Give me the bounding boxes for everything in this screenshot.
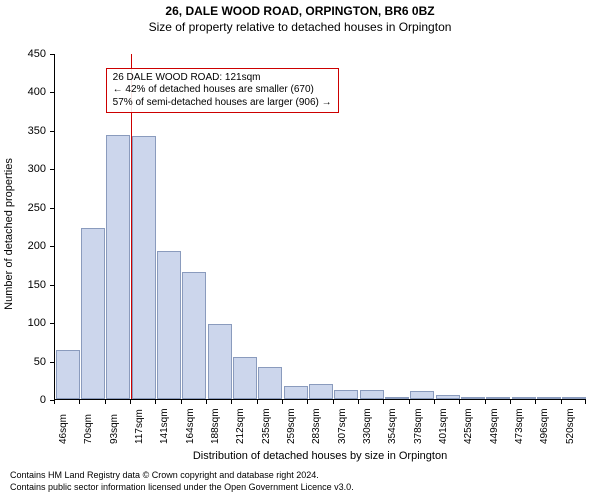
chart-container: Number of detached properties 0 50 100 150 2… bbox=[0, 34, 600, 464]
histogram-bar bbox=[562, 397, 586, 399]
x-tick-label: 449sqm bbox=[485, 404, 510, 415]
histogram-bar bbox=[106, 135, 130, 399]
y-tick-label: 200 bbox=[18, 240, 46, 252]
x-tick-label: 141sqm bbox=[155, 404, 180, 415]
x-tick-label: 307sqm bbox=[333, 404, 358, 415]
y-tick-label: 50 bbox=[18, 356, 46, 368]
x-tick-label: 496sqm bbox=[535, 404, 560, 415]
x-tick-label: 117sqm bbox=[130, 404, 155, 415]
annotation-line: 57% of semi-detached houses are larger (… bbox=[113, 97, 332, 110]
x-tick-mark bbox=[585, 400, 586, 404]
histogram-bar bbox=[56, 350, 80, 399]
y-tick-label: 100 bbox=[18, 317, 46, 329]
x-tick-label: 520sqm bbox=[561, 404, 586, 415]
histogram-bar bbox=[512, 397, 536, 399]
histogram-bar bbox=[537, 397, 561, 399]
footer-line-1: Contains HM Land Registry data © Crown c… bbox=[10, 470, 590, 482]
title-line-2: Size of property relative to detached ho… bbox=[0, 20, 600, 34]
y-tick-label: 400 bbox=[18, 86, 46, 98]
x-tick-label: 70sqm bbox=[79, 404, 104, 415]
histogram-bar bbox=[486, 397, 510, 399]
x-axis-label: Distribution of detached houses by size … bbox=[54, 450, 586, 462]
x-tick-label: 401sqm bbox=[434, 404, 459, 415]
y-tick-label: 300 bbox=[18, 163, 46, 175]
y-tick-label: 350 bbox=[18, 125, 46, 137]
histogram-bar bbox=[360, 390, 384, 399]
histogram-bar bbox=[436, 395, 460, 399]
title-line-1: 26, DALE WOOD ROAD, ORPINGTON, BR6 0BZ bbox=[0, 4, 600, 18]
footer-line-2: Contains public sector information licen… bbox=[10, 482, 590, 494]
histogram-bar bbox=[309, 384, 333, 399]
histogram-bar bbox=[410, 391, 434, 399]
x-tick-label: 212sqm bbox=[231, 404, 256, 415]
x-tick-label: 378sqm bbox=[409, 404, 434, 415]
x-tick-label: 164sqm bbox=[181, 404, 206, 415]
histogram-bar bbox=[233, 357, 257, 399]
x-tick-label: 425sqm bbox=[459, 404, 484, 415]
histogram-bar bbox=[81, 228, 105, 399]
histogram-bar bbox=[182, 272, 206, 399]
histogram-bar bbox=[132, 136, 156, 399]
x-tick-label: 93sqm bbox=[105, 404, 130, 415]
annotation-line: ← 42% of detached houses are smaller (67… bbox=[113, 84, 332, 97]
y-tick-label: 450 bbox=[18, 48, 46, 60]
x-tick-label: 330sqm bbox=[358, 404, 383, 415]
x-tick-label: 354sqm bbox=[383, 404, 408, 415]
histogram-bar bbox=[284, 386, 308, 399]
histogram-bar bbox=[334, 390, 358, 399]
y-tick-label: 0 bbox=[18, 394, 46, 406]
x-tick-label: 283sqm bbox=[307, 404, 332, 415]
x-tick-label: 235sqm bbox=[257, 404, 282, 415]
y-tick-label: 250 bbox=[18, 202, 46, 214]
x-tick-label: 259sqm bbox=[282, 404, 307, 415]
annotation-box: 26 DALE WOOD ROAD: 121sqm← 42% of detach… bbox=[106, 68, 339, 114]
y-axis-ticks: 050100150200250300350400450 bbox=[18, 54, 50, 400]
y-axis-label: Number of detached properties bbox=[2, 74, 16, 394]
x-tick-label: 188sqm bbox=[206, 404, 231, 415]
y-tick-label: 150 bbox=[18, 279, 46, 291]
histogram-bar bbox=[157, 251, 181, 399]
histogram-bar bbox=[385, 397, 409, 399]
plot-area: 26 DALE WOOD ROAD: 121sqm← 42% of detach… bbox=[54, 54, 586, 400]
x-tick-label: 473sqm bbox=[510, 404, 535, 415]
x-tick-label: 46sqm bbox=[54, 404, 79, 415]
chart-header: 26, DALE WOOD ROAD, ORPINGTON, BR6 0BZ S… bbox=[0, 0, 600, 34]
annotation-line: 26 DALE WOOD ROAD: 121sqm bbox=[113, 72, 332, 85]
attribution-footer: Contains HM Land Registry data © Crown c… bbox=[0, 464, 600, 497]
histogram-bar bbox=[208, 324, 232, 399]
histogram-bar bbox=[258, 367, 282, 399]
histogram-bar bbox=[461, 397, 485, 399]
